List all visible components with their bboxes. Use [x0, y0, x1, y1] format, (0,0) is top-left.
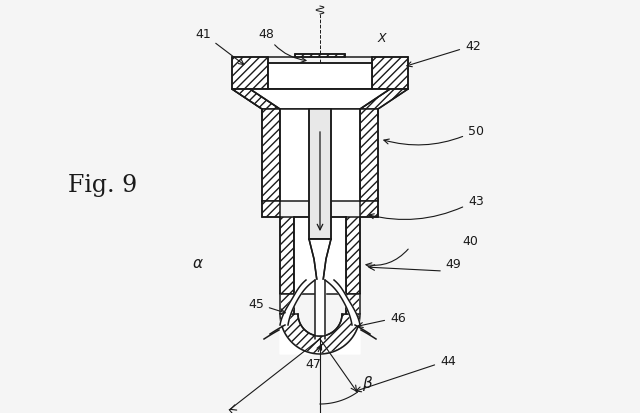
Text: 41: 41	[195, 28, 244, 65]
Text: $\beta$: $\beta$	[362, 373, 373, 392]
Text: 46: 46	[358, 311, 406, 328]
Polygon shape	[280, 294, 360, 354]
Polygon shape	[360, 202, 378, 218]
Polygon shape	[309, 240, 331, 284]
Text: $\alpha$: $\alpha$	[192, 255, 204, 271]
Polygon shape	[325, 280, 360, 325]
Polygon shape	[232, 90, 262, 110]
Text: Fig. 9: Fig. 9	[68, 173, 137, 197]
Polygon shape	[360, 90, 408, 110]
Polygon shape	[280, 218, 294, 294]
Text: 49: 49	[445, 257, 461, 271]
Polygon shape	[262, 202, 280, 218]
Polygon shape	[280, 314, 360, 354]
Polygon shape	[268, 64, 372, 90]
Polygon shape	[346, 294, 360, 314]
Polygon shape	[262, 110, 280, 202]
Text: 40: 40	[462, 235, 478, 247]
Text: 47: 47	[305, 345, 322, 370]
Polygon shape	[232, 90, 280, 110]
Text: 45: 45	[248, 297, 285, 314]
Text: 50: 50	[384, 125, 484, 145]
Text: 48: 48	[258, 28, 306, 63]
Polygon shape	[346, 218, 360, 294]
Polygon shape	[232, 58, 268, 90]
Polygon shape	[294, 218, 346, 294]
Text: X: X	[378, 32, 387, 45]
Text: 43: 43	[369, 195, 484, 220]
Polygon shape	[360, 110, 378, 202]
Polygon shape	[309, 110, 331, 240]
Polygon shape	[250, 90, 390, 110]
Text: 42: 42	[407, 40, 481, 68]
Polygon shape	[295, 55, 345, 58]
Polygon shape	[280, 294, 294, 314]
Polygon shape	[372, 58, 408, 90]
Polygon shape	[315, 280, 325, 334]
Polygon shape	[280, 280, 315, 325]
Text: 44: 44	[356, 354, 456, 392]
Polygon shape	[280, 110, 360, 202]
